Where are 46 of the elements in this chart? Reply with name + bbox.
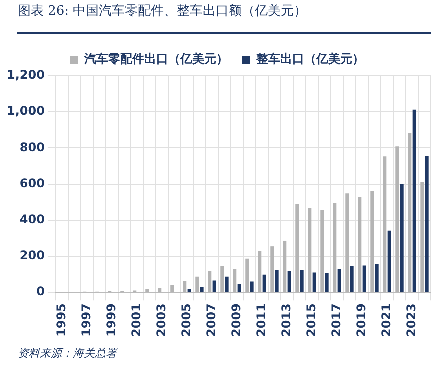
bar — [425, 156, 429, 292]
x-tick-label: 2015 — [304, 304, 318, 338]
x-tick-label: 2019 — [354, 304, 368, 338]
x-tick-label: 2009 — [229, 304, 244, 338]
x-tick-label: 2001 — [129, 304, 144, 338]
bar — [325, 273, 329, 292]
x-tick-label: 2007 — [204, 304, 218, 338]
y-tick-label: 800 — [20, 140, 45, 154]
bar — [212, 280, 216, 292]
x-tick-label: 2005 — [179, 304, 194, 338]
legend-label: 整车出口（亿美元） — [256, 52, 364, 66]
bar — [338, 268, 342, 292]
y-tick-label: 200 — [20, 248, 45, 263]
bar — [400, 184, 404, 292]
y-tick-label: 0 — [36, 284, 45, 299]
bar — [388, 230, 392, 292]
x-tick-label: 2017 — [329, 304, 344, 338]
y-tick-label: 1,200 — [6, 68, 45, 82]
bar — [275, 270, 279, 292]
bar — [200, 287, 204, 292]
y-tick-label: 1,000 — [6, 104, 45, 118]
bar — [300, 270, 304, 292]
bar — [350, 266, 354, 292]
legend-label: 汽车零配件出口（亿美元） — [84, 52, 228, 66]
x-tick-label: 2023 — [404, 304, 418, 338]
x-tick-label: 2021 — [379, 304, 394, 338]
bar — [225, 276, 229, 292]
bar — [362, 266, 366, 292]
bar — [188, 289, 192, 292]
bar — [375, 264, 379, 292]
bar — [238, 284, 242, 292]
x-tick-label: 2013 — [279, 304, 294, 338]
x-tick-label: 2011 — [254, 304, 268, 338]
y-tick-label: 600 — [20, 176, 45, 190]
x-tick-label: 1999 — [104, 304, 118, 338]
y-tick-label: 400 — [20, 212, 45, 227]
x-tick-label: 1995 — [54, 304, 68, 338]
bar — [262, 274, 266, 292]
text: 资料来源：海关总署 — [18, 346, 117, 361]
x-tick-label: 2003 — [154, 304, 168, 338]
bar — [288, 271, 292, 292]
bar — [412, 110, 416, 292]
chart-title: 图表 26: 中国汽车零配件、整车出口额（亿美元） — [18, 3, 308, 20]
x-tick-label: 1997 — [79, 304, 94, 338]
bar — [312, 272, 316, 292]
bar — [250, 282, 254, 292]
